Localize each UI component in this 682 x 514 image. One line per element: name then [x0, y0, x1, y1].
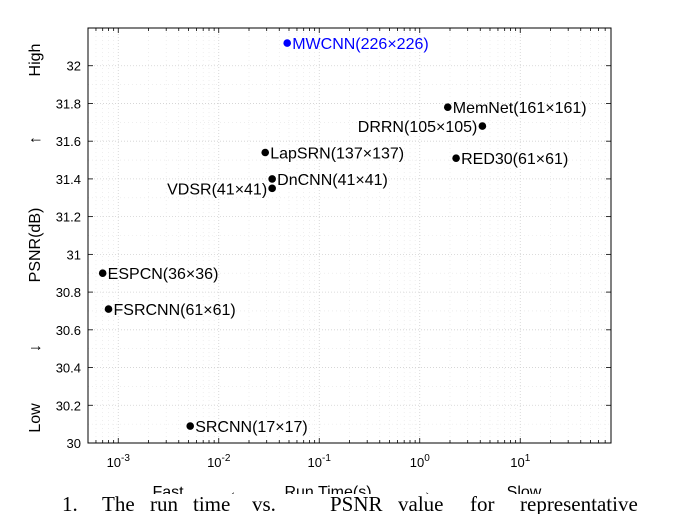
x-tick-label: 10-3: [107, 453, 131, 470]
axis-ticks: 30 30.2 30.4 30.6 30.8 31 31.2 31.4 31.6 31.8 32 10…: [56, 28, 612, 470]
data-point: [98, 269, 107, 278]
data-point: [261, 148, 270, 157]
caption-word: value: [398, 494, 444, 514]
x-axis-title: Run Time(s): [284, 484, 371, 494]
y-axis-title: PSNR(dB): [27, 208, 44, 283]
caption-word: The: [102, 494, 135, 514]
data-point-label: MWCNN(226×226): [292, 36, 428, 53]
data-points: MWCNN(226×226) MemNet(161×161) DRRN(105×10…: [98, 36, 587, 436]
caption-word: time: [193, 494, 231, 514]
scatter-chart: 30 30.2 30.4 30.6 30.8 31 31.2 31.4 31.6 31.8 32 10…: [0, 0, 682, 494]
data-point: [443, 103, 452, 112]
data-point: [104, 305, 113, 313]
figure-caption: 1. The run time vs. PSNR value for repre…: [0, 494, 682, 514]
data-point-label: MemNet(161×161): [453, 100, 587, 117]
grid-lines: [87, 28, 612, 444]
chart-background: [0, 0, 682, 494]
y-tick-label: 31.6: [56, 134, 81, 149]
y-tick-label: 30.6: [56, 323, 81, 338]
data-point-label: SRCNN(17×17): [195, 419, 307, 436]
data-point: [452, 154, 460, 162]
y-tick-label: 30.8: [56, 285, 81, 300]
data-point-label: ESPCN(36×36): [108, 266, 219, 283]
y-tick-label: 31.8: [56, 96, 81, 111]
x-axis-right-arrow: →: [416, 484, 432, 494]
data-point: [283, 39, 292, 47]
data-point: [186, 422, 195, 430]
y-axis-up-arrow: ↑: [27, 136, 44, 144]
caption-word: vs.: [252, 494, 276, 514]
y-axis-high-label: High: [27, 44, 44, 77]
data-point-label: DRRN(105×105): [358, 119, 478, 136]
data-point: [268, 175, 276, 183]
data-point-label: VDSR(41×41): [167, 181, 267, 198]
caption-word: representative: [520, 494, 638, 514]
data-point-label: DnCNN(41×41): [277, 172, 388, 189]
caption-word: PSNR: [330, 494, 383, 514]
y-tick-label: 31.2: [56, 210, 81, 225]
x-axis-slow-label: Slow: [507, 484, 542, 494]
data-point: [268, 184, 276, 193]
y-tick-label: 30.4: [56, 361, 81, 376]
data-point: [478, 122, 487, 130]
y-tick-label: 30: [67, 436, 81, 451]
x-axis-left-arrow: ←: [228, 484, 244, 494]
caption-word: for: [470, 494, 495, 514]
x-tick-label: 10-1: [308, 453, 332, 470]
x-tick-label: 100: [410, 453, 430, 470]
y-tick-label: 31: [67, 247, 81, 262]
y-tick-label: 30.2: [56, 398, 81, 413]
data-point-label: RED30(61×61): [461, 151, 568, 168]
x-tick-label: 101: [510, 453, 530, 470]
y-axis-down-arrow: ↓: [27, 344, 44, 352]
data-point-label: LapSRN(137×137): [270, 146, 404, 163]
y-tick-label: 31.4: [56, 172, 81, 187]
y-tick-label: 32: [67, 59, 81, 74]
caption-prefix: 1.: [62, 494, 78, 514]
x-tick-label: 10-2: [207, 453, 231, 470]
caption-word: run: [150, 494, 178, 514]
y-axis-low-label: Low: [27, 403, 44, 433]
x-axis-fast-label: Fast: [152, 484, 184, 494]
data-point-label: FSRCNN(61×61): [114, 302, 236, 319]
